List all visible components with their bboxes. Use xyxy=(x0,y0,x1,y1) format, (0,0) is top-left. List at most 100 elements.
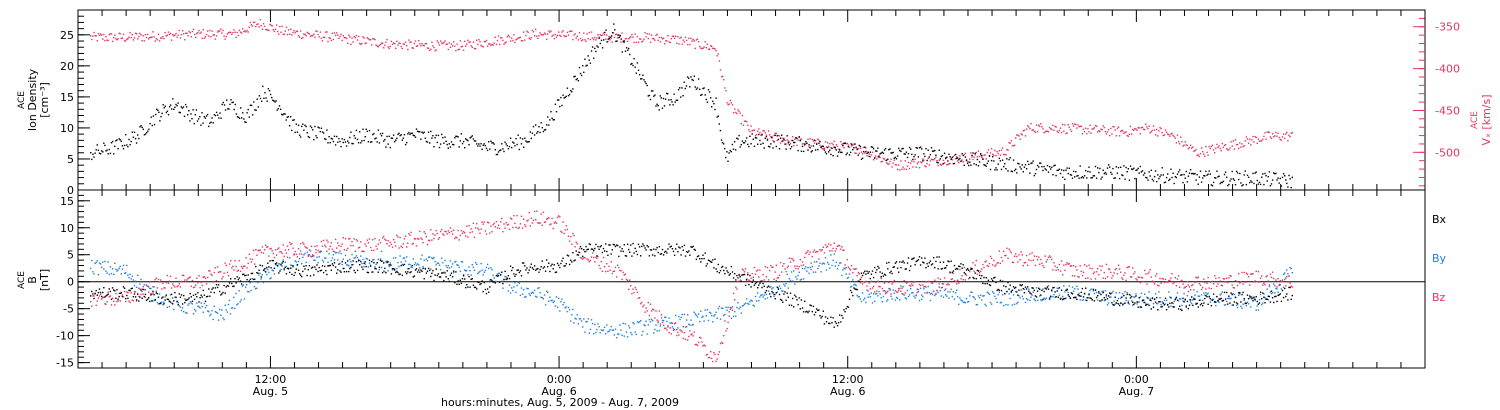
by-point xyxy=(168,305,171,308)
by-point xyxy=(996,301,998,303)
vx-point xyxy=(1197,154,1199,156)
bz-point xyxy=(696,344,699,347)
bz-point xyxy=(844,264,846,266)
vx-point xyxy=(1289,136,1291,138)
density-point xyxy=(285,119,287,121)
bz-point xyxy=(528,211,530,214)
density-point xyxy=(220,117,222,119)
vx-point xyxy=(641,41,643,43)
vx-point xyxy=(1070,130,1073,132)
by-point xyxy=(1287,273,1289,275)
by-point xyxy=(993,292,995,294)
bz-point xyxy=(722,342,724,344)
bz-point xyxy=(1217,283,1219,285)
by-point xyxy=(1146,296,1148,298)
by-point xyxy=(1276,288,1278,290)
density-point xyxy=(823,149,826,151)
vx-point xyxy=(583,32,585,34)
bz-point xyxy=(1261,275,1263,277)
density-point xyxy=(137,134,139,136)
bz-point xyxy=(652,308,654,310)
density-point xyxy=(436,141,438,144)
bz-point xyxy=(514,222,516,225)
bz-point xyxy=(1056,266,1058,269)
by-point xyxy=(251,278,253,280)
vx-point xyxy=(536,35,538,37)
vx-point xyxy=(333,32,336,34)
by-point xyxy=(961,300,963,302)
bz-point xyxy=(1048,255,1051,257)
bz-point xyxy=(1130,276,1133,278)
density-point xyxy=(500,149,502,151)
density-point xyxy=(1022,171,1024,173)
by-point xyxy=(416,263,419,265)
vx-point xyxy=(984,154,986,156)
bz-point xyxy=(589,259,592,262)
vx-point xyxy=(1217,146,1219,148)
by-point xyxy=(583,318,585,320)
by-point xyxy=(419,267,421,269)
by-point xyxy=(728,311,730,313)
bz-point xyxy=(1184,286,1186,288)
density-point xyxy=(388,135,390,137)
by-point xyxy=(127,274,129,276)
bz-point xyxy=(408,233,410,235)
bz-point xyxy=(549,224,551,226)
bx-point xyxy=(168,300,171,302)
vx-point xyxy=(387,46,389,48)
vx-point xyxy=(1019,138,1021,140)
vx-point xyxy=(908,167,911,170)
bz-point xyxy=(954,280,957,283)
by-point xyxy=(303,254,305,256)
density-point xyxy=(410,132,412,134)
by-point xyxy=(872,293,875,295)
density-point xyxy=(1171,176,1173,179)
bz-point xyxy=(817,250,819,253)
by-point xyxy=(832,259,834,262)
density-point xyxy=(725,156,727,159)
vx-point xyxy=(754,135,757,137)
vx-point xyxy=(839,150,841,152)
vx-point xyxy=(419,43,421,45)
vx-point xyxy=(990,148,993,150)
vx-point xyxy=(563,34,565,37)
by-point xyxy=(130,278,132,280)
bz-point xyxy=(480,228,482,230)
vx-point xyxy=(893,159,895,161)
bz-point xyxy=(453,229,455,231)
density-point xyxy=(679,87,681,89)
by-point xyxy=(1161,301,1163,303)
by-point xyxy=(523,289,525,291)
vx-point xyxy=(742,124,745,126)
bz-point xyxy=(558,215,560,217)
by-point xyxy=(433,256,435,259)
by-point xyxy=(261,274,263,276)
bz-point xyxy=(319,250,321,252)
vx-point xyxy=(381,42,384,44)
by-point xyxy=(1280,288,1283,290)
density-point xyxy=(1046,164,1049,167)
density-point xyxy=(864,146,866,148)
bx-point xyxy=(160,302,162,305)
density-point xyxy=(558,99,560,101)
vx-point xyxy=(1134,127,1136,130)
vx-point xyxy=(980,154,982,156)
density-point xyxy=(321,131,324,133)
by-point xyxy=(373,258,375,261)
bz-point xyxy=(337,242,339,244)
bz-point xyxy=(738,273,740,276)
vx-point xyxy=(1007,149,1009,151)
bz-point xyxy=(190,285,192,287)
bz-point xyxy=(178,283,180,285)
vx-point xyxy=(189,32,191,34)
bz-point xyxy=(854,268,856,270)
ytick-label: 5 xyxy=(67,249,74,262)
by-point xyxy=(1274,292,1276,294)
bz-point xyxy=(544,221,547,223)
bz-point xyxy=(177,285,179,287)
bz-point xyxy=(938,283,940,285)
density-point xyxy=(1103,172,1105,175)
bz-point xyxy=(1036,259,1039,261)
density-point xyxy=(1202,177,1204,179)
bx-point xyxy=(179,296,182,298)
